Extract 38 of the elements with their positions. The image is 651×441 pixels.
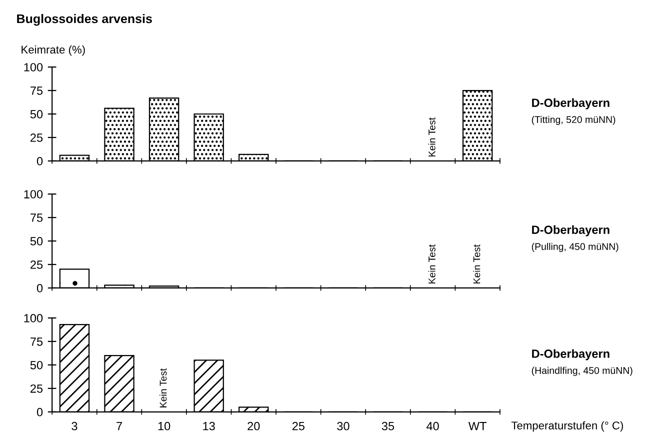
text: (Haindlfing, 450 müNN) <box>532 366 632 376</box>
y-tick-label: 0 <box>36 408 43 416</box>
x-tick-label: 30 <box>337 422 350 430</box>
text: (Pulling, 450 müNN) <box>532 242 618 252</box>
y-tick-label: 100 <box>24 314 43 322</box>
text: (Titting, 520 müNN) <box>532 116 616 125</box>
x-tick-label: WT <box>468 422 486 430</box>
y-tick-label: 25 <box>30 134 43 142</box>
x-tick-label: 35 <box>382 422 394 430</box>
text: D-Oberbayern <box>532 98 610 110</box>
y-tick-label: 25 <box>30 384 43 393</box>
y-tick-label: 100 <box>24 190 43 198</box>
text: D-Oberbayern <box>532 349 610 360</box>
annotation: Kein Test <box>428 244 436 284</box>
text: D-Oberbayern <box>532 225 610 236</box>
x-tick-label: 3 <box>72 422 78 430</box>
x-tick-label: 13 <box>203 422 215 430</box>
x-tick-label: 7 <box>116 422 122 430</box>
y-tick-label: 50 <box>30 237 43 246</box>
y-tick-label: 50 <box>30 110 43 118</box>
x-axis-title: Temperaturstufen (° C) <box>511 421 623 432</box>
y-tick-label: 100 <box>24 63 43 72</box>
x-tick-label: 25 <box>292 422 304 430</box>
annotation: Kein Test <box>473 244 480 284</box>
y-tick-label: 0 <box>36 284 43 292</box>
y-tick-label: 75 <box>30 214 43 222</box>
annotation: Kein Test <box>160 368 167 408</box>
y-tick-label: 0 <box>36 157 43 166</box>
x-tick-label: 10 <box>158 422 170 430</box>
y-tick-label: 75 <box>30 338 43 346</box>
chart-title: Buglossoides arvensis <box>17 14 152 26</box>
y-tick-label: 25 <box>30 260 43 269</box>
x-tick-label: 20 <box>248 422 260 430</box>
y-tick-label: 50 <box>30 360 43 370</box>
annotation: Kein Test <box>428 117 436 156</box>
y-tick-label: 75 <box>30 86 43 95</box>
x-tick-label: 40 <box>426 422 439 430</box>
y-axis-title: Keimrate (%) <box>22 45 85 56</box>
